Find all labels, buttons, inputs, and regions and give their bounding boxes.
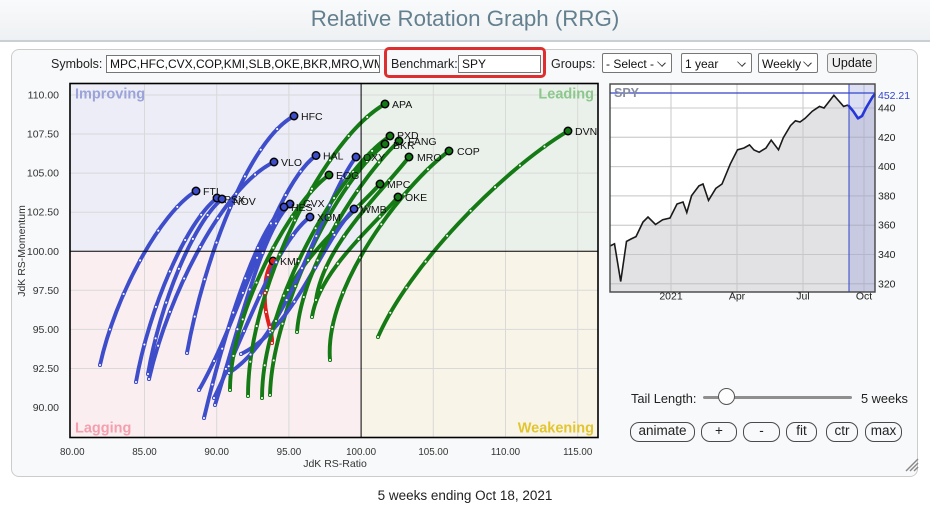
svg-text:FTI: FTI	[203, 186, 219, 198]
svg-text:107.50: 107.50	[27, 129, 59, 141]
svg-text:100.00: 100.00	[27, 246, 59, 258]
svg-text:92.50: 92.50	[33, 363, 59, 375]
svg-text:80.00: 80.00	[60, 447, 85, 458]
svg-text:OKE: OKE	[405, 192, 427, 204]
svg-text:110.00: 110.00	[491, 447, 521, 458]
svg-text:102.50: 102.50	[27, 207, 59, 219]
svg-text:Improving: Improving	[75, 87, 145, 103]
svg-text:105.00: 105.00	[418, 447, 449, 458]
svg-text:JdK RS-Momentum: JdK RS-Momentum	[16, 205, 28, 297]
svg-text:HFC: HFC	[301, 111, 323, 123]
svg-text:360: 360	[878, 220, 896, 232]
svg-text:KMI: KMI	[280, 256, 299, 268]
svg-text:110.00: 110.00	[28, 90, 59, 102]
svg-text:440: 440	[878, 103, 896, 115]
svg-text:115.00: 115.00	[563, 447, 593, 458]
svg-text:Lagging: Lagging	[75, 421, 131, 437]
svg-text:BKR: BKR	[393, 140, 415, 152]
svg-text:90.00: 90.00	[204, 447, 229, 458]
svg-text:XOM: XOM	[317, 212, 341, 224]
svg-text:Jul: Jul	[796, 291, 809, 303]
svg-text:452.21: 452.21	[878, 90, 910, 102]
svg-text:COP: COP	[457, 146, 480, 158]
svg-text:EOG: EOG	[336, 170, 359, 182]
svg-text:97.50: 97.50	[33, 285, 59, 297]
svg-text:NOV: NOV	[233, 196, 256, 208]
svg-text:90.00: 90.00	[33, 402, 59, 414]
svg-text:420: 420	[878, 132, 896, 144]
svg-text:95.00: 95.00	[33, 324, 59, 336]
svg-text:100.00: 100.00	[346, 447, 377, 458]
svg-text:Oct: Oct	[856, 291, 872, 303]
svg-text:WMB: WMB	[361, 204, 387, 216]
svg-text:400: 400	[878, 161, 896, 173]
svg-text:FANG: FANG	[408, 136, 437, 148]
svg-text:HAL: HAL	[323, 151, 344, 163]
svg-text:CVX: CVX	[303, 198, 325, 210]
svg-text:320: 320	[878, 278, 896, 290]
svg-text:MRO: MRO	[417, 152, 442, 164]
svg-text:PXD: PXD	[397, 130, 419, 142]
svg-text:APA: APA	[392, 99, 412, 111]
svg-text:SPY: SPY	[614, 86, 640, 100]
svg-text:Apr: Apr	[729, 291, 746, 303]
svg-text:MPC: MPC	[387, 179, 411, 191]
svg-text:PSX: PSX	[224, 194, 245, 206]
svg-text:HES: HES	[291, 202, 313, 214]
svg-text:85.00: 85.00	[132, 447, 157, 458]
svg-text:OXY: OXY	[363, 152, 385, 164]
svg-text:JdK RS-Ratio: JdK RS-Ratio	[303, 458, 367, 470]
svg-text:VLO: VLO	[281, 157, 302, 169]
svg-text:105.00: 105.00	[27, 168, 59, 180]
svg-text:2021: 2021	[659, 291, 683, 303]
svg-text:340: 340	[878, 249, 896, 261]
svg-text:Weakening: Weakening	[518, 421, 594, 437]
svg-text:Leading: Leading	[538, 87, 594, 103]
svg-text:DVN: DVN	[575, 126, 597, 138]
svg-text:380: 380	[878, 190, 896, 202]
svg-text:95.00: 95.00	[277, 447, 302, 458]
